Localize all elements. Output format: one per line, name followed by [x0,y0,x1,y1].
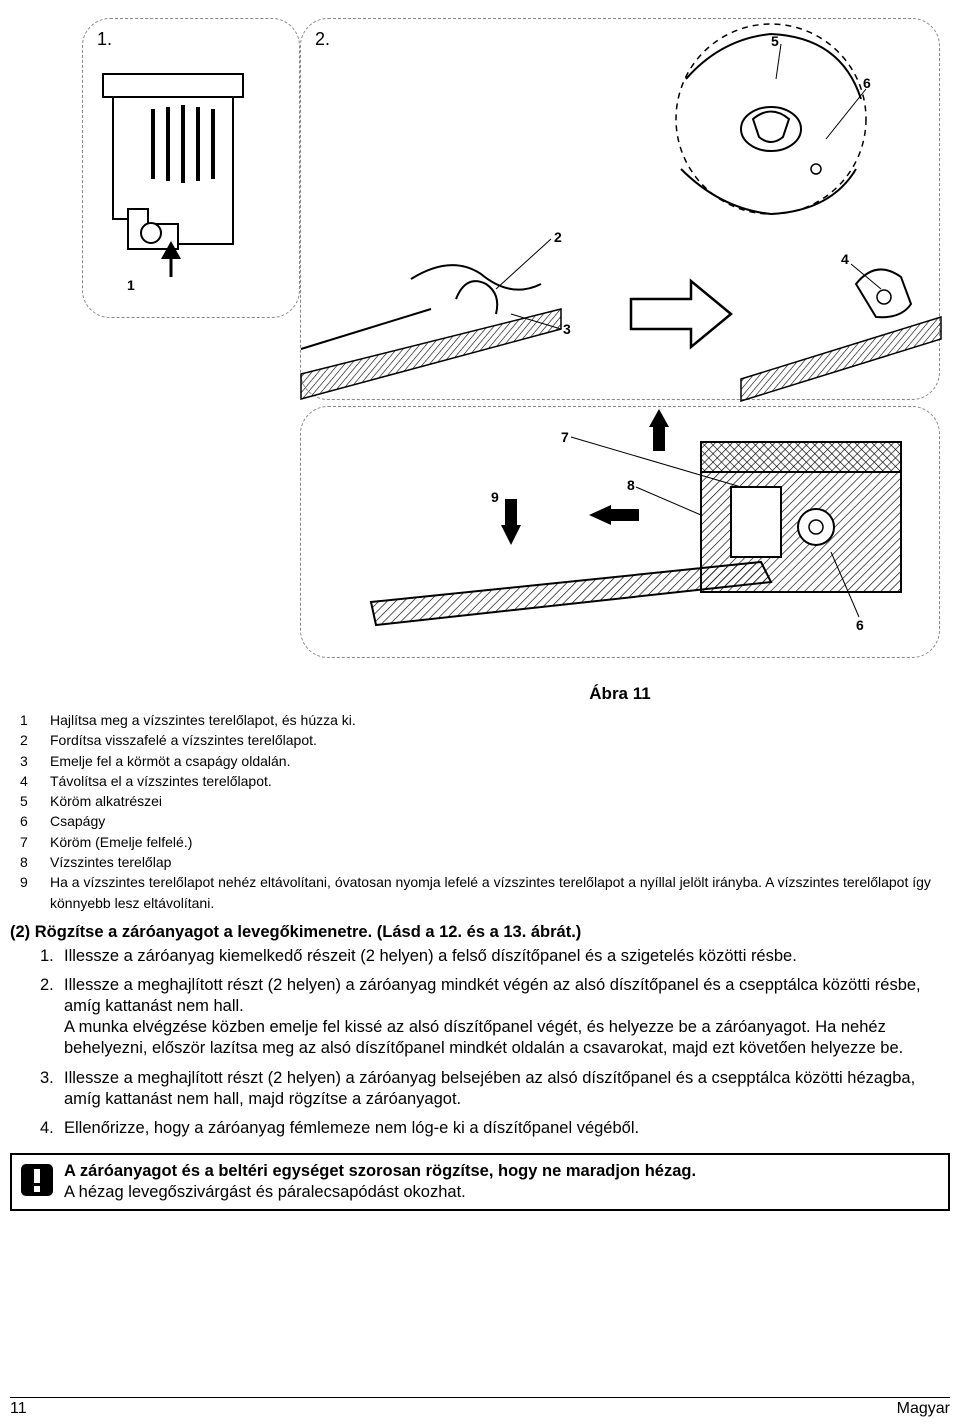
step-text: Illessze a meghajlított részt (2 helyen)… [64,975,950,1059]
section-2-heading: (2) Rögzítse a záróanyagot a levegőkimen… [10,923,950,942]
legend-num: 2 [10,730,50,750]
callout-8: 8 [627,477,635,493]
legend-num: 8 [10,852,50,872]
legend-item: 7Köröm (Emelje felfelé.) [10,832,950,852]
section-2-steps: 1.Illessze a záróanyag kiemelkedő részei… [40,946,950,1139]
figure-panel-2: 2. [300,18,940,400]
legend-num: 3 [10,751,50,771]
legend-text: Ha a vízszintes terelőlapot nehéz eltávo… [50,872,950,913]
step-num: 3. [40,1068,64,1110]
legend-text: Hajlítsa meg a vízszintes terelőlapot, é… [50,710,950,730]
warning-box: A záróanyagot és a beltéri egységet szor… [10,1153,950,1211]
legend-num: 9 [10,872,50,913]
callout-6b: 6 [856,617,864,633]
legend-text: Távolítsa el a vízszintes terelőlapot. [50,771,950,791]
legend-item: 8Vízszintes terelőlap [10,852,950,872]
callout-6a: 6 [863,75,871,91]
legend-text: Vízszintes terelőlap [50,852,950,872]
page-number: 11 [10,1400,27,1418]
step-text: Illessze a meghajlított részt (2 helyen)… [64,1068,950,1110]
figure-panel-1: 1. [82,18,300,318]
legend-item: 4Távolítsa el a vízszintes terelőlapot. [10,771,950,791]
page-footer: 11 Magyar [10,1397,950,1418]
legend-item: 9Ha a vízszintes terelőlapot nehéz eltáv… [10,872,950,913]
legend-item: 6Csapágy [10,811,950,831]
step-item: 1.Illessze a záróanyag kiemelkedő részei… [40,946,950,967]
legend-list: 1Hajlítsa meg a vízszintes terelőlapot, … [10,710,950,913]
language-label: Magyar [897,1400,950,1418]
legend-item: 5Köröm alkatrészei [10,791,950,811]
step-text: Ellenőrizze, hogy a záróanyag fémlemeze … [64,1118,950,1139]
panel-1-illustration [83,19,301,319]
legend-num: 1 [10,710,50,730]
callout-5: 5 [771,33,779,49]
step-num: 2. [40,975,64,1059]
legend-text: Fordítsa visszafelé a vízszintes terelől… [50,730,950,750]
panel-1-label: 1. [97,29,112,50]
callout-9: 9 [491,489,499,505]
figure-caption: Ábra 11 [300,684,940,704]
callout-4: 4 [841,251,849,267]
legend-item: 3Emelje fel a körmöt a csapágy oldalán. [10,751,950,771]
callout-7: 7 [561,429,569,445]
step-text: Illessze a záróanyag kiemelkedő részeit … [64,946,950,967]
legend-num: 5 [10,791,50,811]
legend-text: Csapágy [50,811,950,831]
warning-bold: A záróanyagot és a beltéri egységet szor… [64,1162,696,1180]
callout-3: 3 [563,321,571,337]
step-item: 3.Illessze a meghajlított részt (2 helye… [40,1068,950,1110]
legend-num: 7 [10,832,50,852]
panel-3-illustration [301,407,941,659]
legend-text: Emelje fel a körmöt a csapágy oldalán. [50,751,950,771]
callout-1: 1 [127,277,135,293]
legend-item: 2Fordítsa visszafelé a vízszintes terelő… [10,730,950,750]
legend-num: 6 [10,811,50,831]
step-item: 2.Illessze a meghajlított részt (2 helye… [40,975,950,1059]
figure-11: 1. [10,10,950,680]
step-item: 4.Ellenőrizze, hogy a záróanyag fémlemez… [40,1118,950,1139]
panel-2-illustration [301,19,941,401]
callout-2: 2 [554,229,562,245]
warning-icon [20,1163,54,1197]
step-num: 4. [40,1118,64,1139]
page: 1. [0,0,960,1426]
panel-2-label: 2. [315,29,330,50]
step-num: 1. [40,946,64,967]
legend-item: 1Hajlítsa meg a vízszintes terelőlapot, … [10,710,950,730]
figure-panel-3: 7 8 9 6 [300,406,940,658]
legend-text: Köröm (Emelje felfelé.) [50,832,950,852]
warning-text: A hézag levegőszivárgást és páralecsapód… [64,1182,940,1203]
legend-text: Köröm alkatrészei [50,791,950,811]
legend-num: 4 [10,771,50,791]
